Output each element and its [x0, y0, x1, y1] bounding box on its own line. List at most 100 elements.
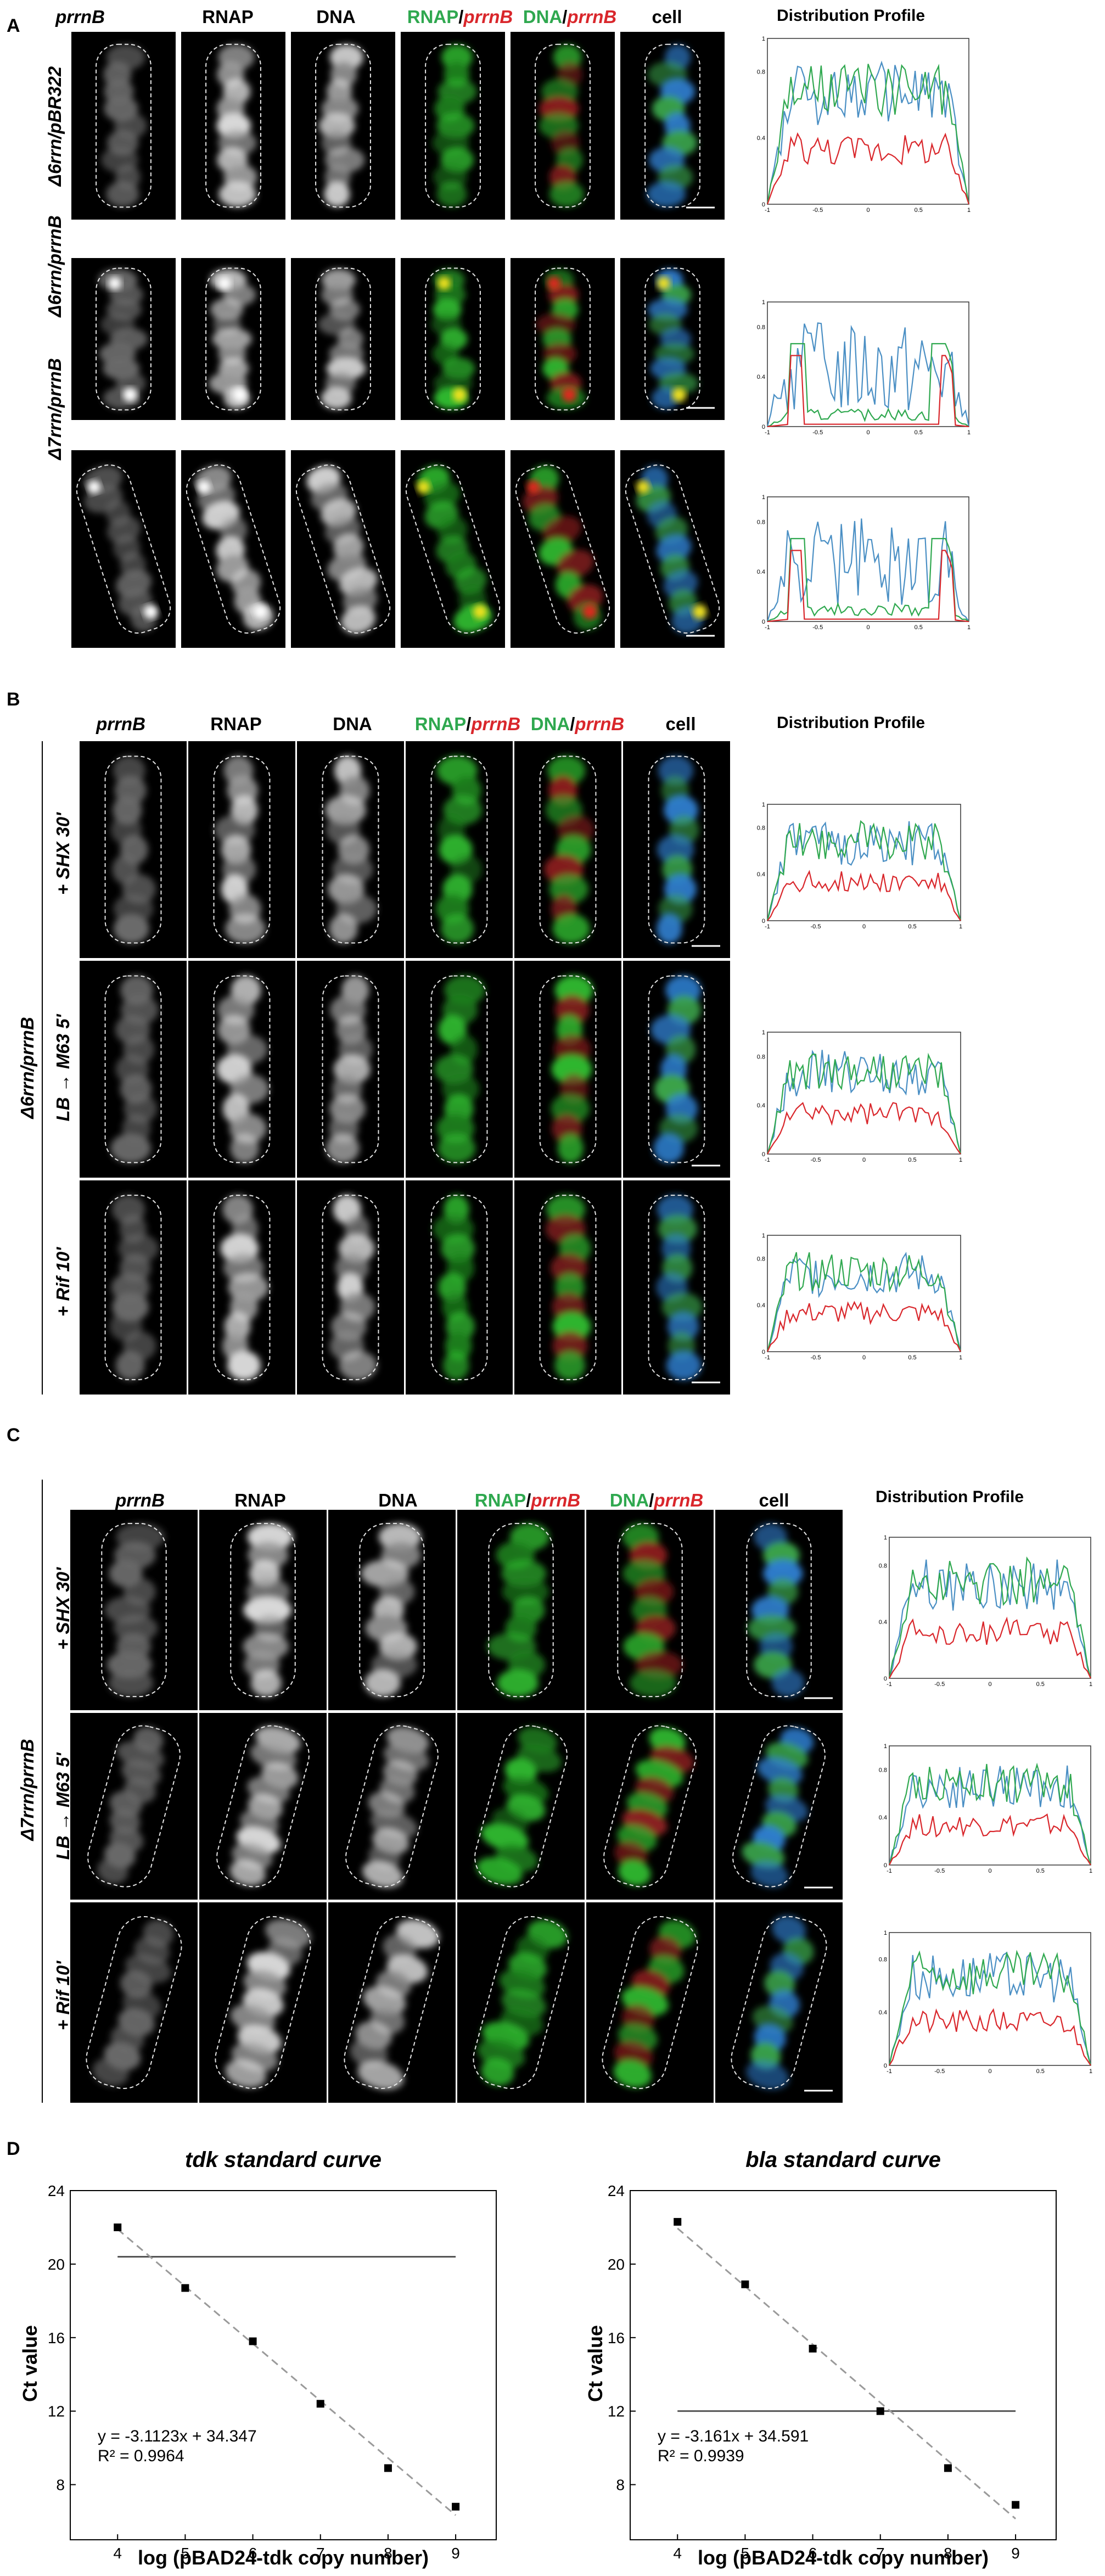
profile-x-tick: -0.5 [811, 923, 821, 930]
profile-y-tick: 0.8 [757, 324, 765, 331]
micrograph-b3-dna [297, 1180, 404, 1395]
profile-y-tick: 0.4 [879, 1619, 887, 1626]
profile-x-tick: 0.5 [915, 207, 923, 214]
micrograph-c2-prrnb [70, 1713, 198, 1900]
data-point [114, 2223, 122, 2231]
micrograph-c3-cell [715, 1902, 843, 2103]
micrograph-a3-rnap [181, 450, 285, 648]
panel-letter-d: D [7, 2138, 20, 2159]
micrograph-a1-prrnb [71, 32, 176, 220]
channel-header-rnap: RNAP [202, 7, 254, 27]
channel-header-prrnb-c: prrnB [115, 1490, 165, 1510]
micrograph-b2-dna-prrnb [514, 961, 621, 1178]
profile-x-tick: -0.5 [812, 624, 823, 631]
profile-y-tick: 0 [884, 1676, 887, 1682]
rnap-trace [766, 1052, 962, 1155]
rnap-trace [766, 820, 962, 921]
x-tick-label: 6 [809, 2545, 817, 2562]
row-label-a3: Δ7rrn/prrnB [44, 358, 65, 460]
profile-x-tick: 1 [959, 1157, 962, 1163]
micrograph-a2-dna-prrnb [511, 258, 615, 420]
profile-x-tick: -1 [887, 1681, 892, 1688]
prrnb-trace [767, 355, 969, 428]
x-tick-label: 7 [876, 2545, 885, 2562]
profile-x-tick: 0 [862, 923, 866, 930]
profile-x-tick: -0.5 [811, 1157, 821, 1163]
profile-x-tick: -1 [765, 923, 770, 930]
prrnb-trace [889, 2008, 1091, 2066]
profile-y-tick: 1 [762, 36, 765, 42]
profile-y-tick: 0.8 [757, 519, 765, 525]
profile-x-tick: 1 [959, 1354, 962, 1361]
y-tick-label: 12 [48, 2403, 65, 2420]
micrograph-b3-prrnb [80, 1180, 187, 1395]
dna-trace [766, 821, 962, 921]
micrograph-a1-rnap-prrnb [401, 32, 505, 220]
micrograph-c3-dna-prrnb [586, 1902, 714, 2103]
profile-title-a: Distribution Profile [777, 7, 925, 25]
y-tick-label: 12 [608, 2403, 625, 2420]
prrnb-trace [889, 1813, 1091, 1866]
panel-letter-b: B [7, 689, 20, 710]
profile-x-tick: -1 [887, 2068, 892, 2075]
micrograph-c2-rnap [199, 1713, 327, 1900]
y-tick-label: 24 [608, 2182, 625, 2199]
profile-x-tick: 0.5 [1036, 1868, 1045, 1874]
channel-header-cell-b: cell [665, 714, 696, 734]
profile-x-tick: -1 [765, 207, 770, 214]
channel-header-dna-prrnb-b: DNA/prrnB [530, 714, 625, 734]
micrograph-a1-rnap [181, 32, 285, 220]
x-axis-label-bla: log (pBAD24-tdk copy number) [697, 2546, 989, 2569]
dna-trace [888, 1951, 1092, 2066]
profile-x-tick: 0.5 [908, 1354, 916, 1361]
micrograph-b1-dna [297, 741, 404, 958]
prrnb-trace [889, 1616, 1091, 1679]
profile-plot-b1: -1 -0.5 0 0.5 1 0 0.4 0.8 1 [756, 799, 965, 931]
profile-y-tick: 1 [762, 494, 765, 501]
profile-x-tick: 1 [967, 624, 971, 631]
profile-y-tick: 0 [762, 424, 765, 430]
y-tick-label: 20 [608, 2256, 625, 2273]
data-point [249, 2337, 257, 2345]
micrograph-a1-dna [291, 32, 395, 220]
profile-x-tick: -0.5 [812, 429, 823, 436]
micrograph-c2-cell [715, 1713, 843, 1900]
dna-trace [766, 518, 969, 622]
fit-line [677, 2227, 1017, 2519]
dna-trace [766, 60, 970, 205]
micrograph-b1-rnap-prrnb [406, 741, 513, 958]
channel-header-dna: DNA [316, 7, 356, 27]
micrograph-c1-rnap-prrnb [457, 1510, 585, 1710]
micrograph-c3-rnap-prrnb [457, 1902, 585, 2103]
profile-y-tick: 0.4 [757, 1102, 765, 1109]
micrograph-c1-cell [715, 1510, 843, 1710]
rnap-trace [888, 1762, 1092, 1866]
profile-x-tick: 1 [967, 429, 971, 436]
micrograph-a3-rnap-prrnb [401, 450, 505, 648]
profile-y-tick: 1 [762, 802, 765, 808]
micrograph-c2-rnap-prrnb [457, 1713, 585, 1900]
fit-equation-bla: y = -3.161x + 34.591 R² = 0.9939 [658, 2427, 809, 2465]
y-tick-label: 24 [48, 2182, 65, 2199]
x-tick-label: 4 [113, 2545, 122, 2562]
micrograph-a2-cell [620, 258, 725, 420]
channel-header-dna-c: DNA [378, 1490, 418, 1510]
profile-x-tick: 1 [967, 207, 971, 214]
channel-header-prrnb-b: prrnB [96, 714, 145, 734]
y-tick-label: 16 [48, 2329, 65, 2347]
data-point [316, 2400, 324, 2408]
profile-y-tick: 0.4 [879, 1815, 887, 1821]
profile-y-tick: 0 [762, 918, 765, 925]
x-tick-label: 5 [181, 2545, 190, 2562]
x-axis-label-tdk: log (pBAD24-tdk copy number) [137, 2546, 429, 2569]
fit-equation-tdk: y = -3.1123x + 34.347 R² = 0.9964 [98, 2427, 257, 2465]
prrnb-trace [766, 132, 970, 205]
profile-y-tick: 0.8 [879, 1956, 887, 1963]
standard-curve-plot-bla: 4 5 6 7 8 9 8 12 16 20 24 [592, 2182, 1062, 2567]
profile-y-tick: 0.8 [879, 1563, 887, 1569]
x-tick-label: 8 [944, 2545, 952, 2562]
group-bracket-c [42, 1480, 43, 2103]
profile-plot-b2: -1 -0.5 0 0.5 1 0 0.4 0.8 1 [756, 1027, 965, 1164]
profile-y-tick: 1 [762, 1233, 765, 1239]
dna-trace [766, 1049, 962, 1155]
